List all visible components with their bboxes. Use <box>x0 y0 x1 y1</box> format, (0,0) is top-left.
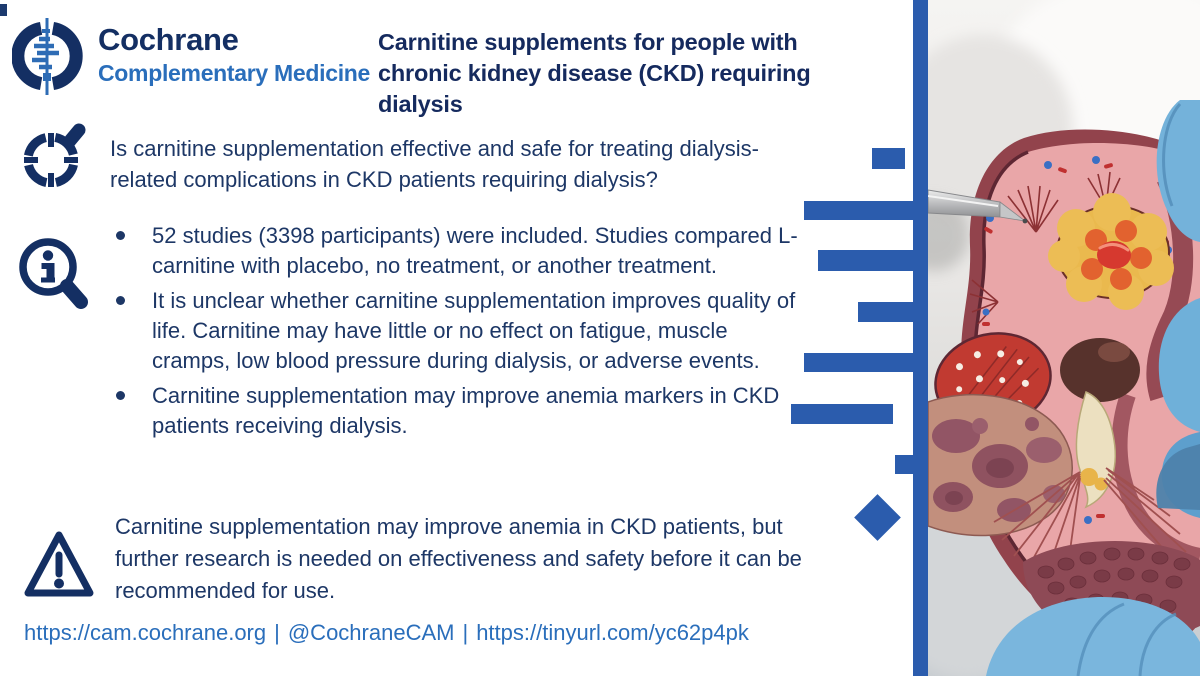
forest-plot-bar-1 <box>872 148 905 169</box>
pointing-pen <box>928 189 1028 224</box>
forest-plot-bar-5 <box>804 353 914 372</box>
forest-plot-diamond-icon <box>854 494 901 541</box>
short-url-link[interactable]: https://tinyurl.com/yc62p4pk <box>476 620 749 645</box>
forest-plot-bar-3 <box>818 250 914 271</box>
forest-plot-axis-divider <box>913 0 928 676</box>
forest-plot-bar-7 <box>895 455 914 474</box>
website-link[interactable]: https://cam.cochrane.org <box>24 620 267 645</box>
forest-plot-bar-2 <box>804 201 914 220</box>
kidney-model-photo <box>928 0 1200 676</box>
info-magnifier-icon <box>19 238 88 309</box>
review-question: Is carnitine supplementation effective a… <box>110 136 759 192</box>
separator: | <box>274 620 280 645</box>
bullet-icon <box>116 296 125 305</box>
cochrane-logo-icon <box>12 18 83 95</box>
separator: | <box>462 620 469 645</box>
target-scope-icon <box>23 123 86 188</box>
conclusion-text: Carnitine supplementation may improve an… <box>115 514 802 603</box>
bullet-icon <box>116 231 125 240</box>
kidney-cross-section <box>928 129 1200 651</box>
twitter-handle-link[interactable]: @CochraneCAM <box>287 620 455 645</box>
warning-triangle-icon <box>24 531 94 597</box>
brand-name: Cochrane <box>98 22 239 57</box>
forest-plot-bar-6 <box>791 404 893 424</box>
finding-text: Carnitine supplementation may improve an… <box>152 383 780 438</box>
finding-item: It is unclear whether carnitine suppleme… <box>112 286 812 376</box>
findings-list: 52 studies (3398 participants) were incl… <box>112 221 812 446</box>
finding-item: 52 studies (3398 participants) were incl… <box>112 221 812 281</box>
finding-text: 52 studies (3398 participants) were incl… <box>152 223 798 278</box>
forest-plot-bar-4 <box>858 302 914 322</box>
footer-links: https://cam.cochrane.org | @CochraneCAM | ht… <box>24 620 749 646</box>
bullet-icon <box>116 391 125 400</box>
blue-glove-hand <box>986 100 1200 676</box>
brand-subtitle: Complementary Medicine <box>98 60 371 86</box>
corner-accent-mark <box>0 4 7 16</box>
finding-item: Carnitine supplementation may improve an… <box>112 381 812 441</box>
finding-text: It is unclear whether carnitine suppleme… <box>152 288 796 373</box>
page-title: Carnitine supplements for people with ch… <box>378 29 811 117</box>
